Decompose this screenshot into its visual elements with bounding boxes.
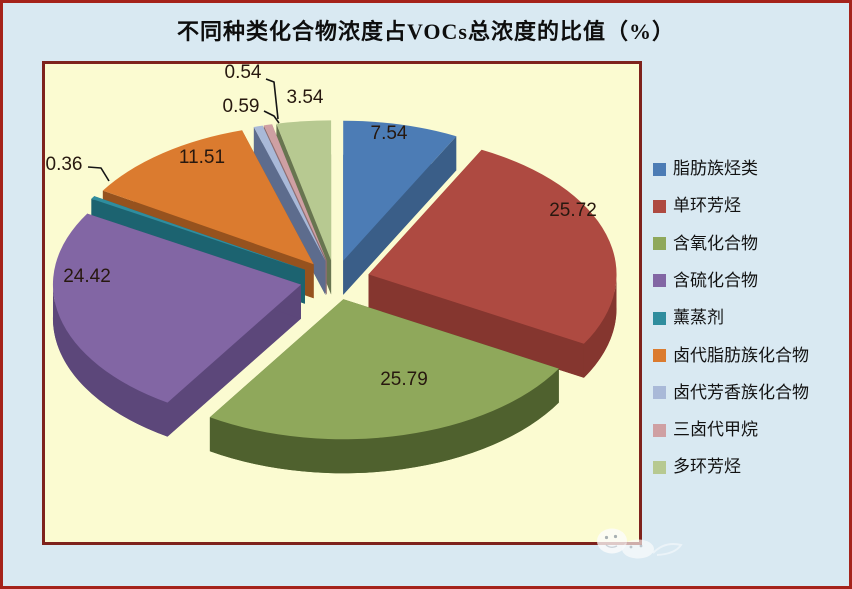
slice-top (253, 125, 326, 261)
slice-rim (583, 274, 617, 378)
slice-top (91, 196, 305, 270)
slice-top (52, 213, 301, 403)
label-leader-line-6 (263, 110, 280, 124)
slice-value-label-6: 0.59 (223, 96, 260, 117)
slice-value-label-7: 0.54 (225, 62, 262, 83)
slice-value-label-3: 24.42 (63, 266, 111, 287)
slice-top (263, 124, 327, 261)
slice-value-label-4: 0.36 (46, 154, 83, 175)
slice-rim (209, 368, 559, 474)
slice-value-label-8: 3.54 (287, 87, 324, 108)
pie-slice-2 (209, 299, 559, 474)
slice-value-label-1: 25.72 (549, 200, 597, 221)
slice-top (343, 120, 457, 261)
slice-value-label-2: 25.79 (380, 369, 428, 390)
slice-value-label-5: 11.51 (179, 147, 225, 168)
slice-side-wall (167, 284, 301, 437)
slice-rim (52, 284, 168, 437)
pie-slice-0 (343, 120, 457, 295)
slice-top (276, 120, 332, 261)
pie-slice-1 (368, 149, 617, 378)
slice-side-wall (343, 136, 457, 295)
slice-side-wall (368, 274, 584, 378)
label-leader-line-4 (87, 166, 110, 182)
slice-top (368, 149, 617, 344)
watermark (597, 528, 683, 559)
chart-title: 不同种类化合物浓度占VOCs总浓度的比值（%） (176, 19, 675, 44)
slice-top (209, 299, 559, 440)
slice-top (102, 130, 314, 265)
pie-slice-3 (52, 213, 301, 437)
label-leader-line-7 (265, 78, 279, 120)
slice-value-label-0: 7.54 (371, 123, 408, 144)
